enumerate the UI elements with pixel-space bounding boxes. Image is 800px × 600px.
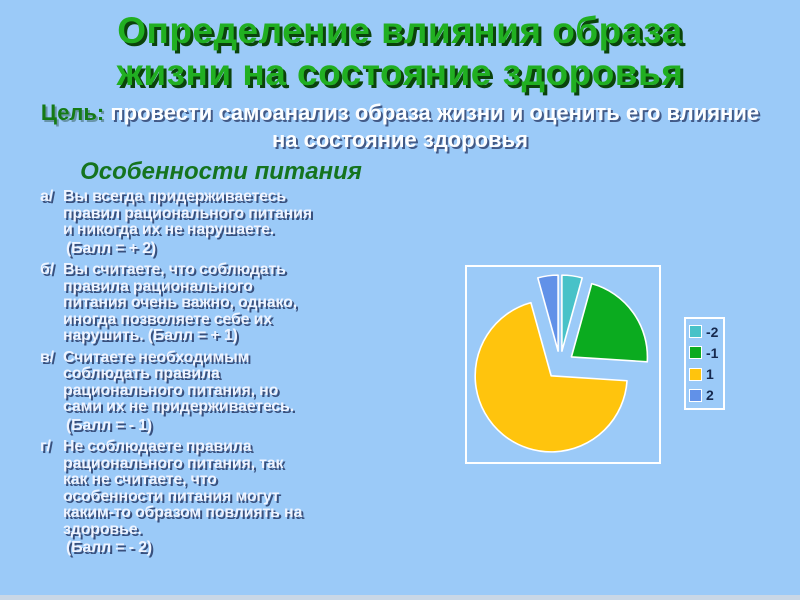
item-text: Не соблюдаете правила рационального пита… — [63, 438, 303, 538]
legend-item: 2 — [689, 388, 720, 402]
legend-swatch-1 — [689, 367, 702, 381]
pie-slice--2 — [561, 274, 583, 352]
slide-bottom-edge — [0, 595, 800, 600]
item-marker: в/ — [40, 348, 54, 366]
item-score: (Балл = + 2) — [66, 239, 156, 257]
item-marker: б/ — [40, 261, 54, 278]
survey-item-g: г/ Не соблюдаете правила рационального п… — [40, 438, 406, 557]
survey-item-a: а/ Вы всегда придерживаетесь правил раци… — [40, 188, 406, 257]
legend-label: 2 — [706, 387, 714, 404]
section-heading: Особенности питания — [80, 158, 362, 185]
item-marker: а/ — [40, 188, 53, 205]
pie-slice-2 — [537, 274, 559, 352]
pie-chart-svg — [474, 274, 649, 453]
legend-item: -2 — [689, 325, 720, 339]
legend-swatch-minus1 — [689, 346, 702, 360]
legend-label: -2 — [706, 323, 719, 340]
pie-slice-1 — [474, 301, 628, 453]
survey-item-b: б/ Вы считаете, что соблюдать правила ра… — [40, 261, 406, 345]
item-score: (Балл = - 2) — [66, 539, 152, 556]
item-text: Вы всегда придерживаетесь правил рациона… — [63, 188, 312, 238]
survey-options-list: а/ Вы всегда придерживаетесь правил раци… — [40, 188, 406, 562]
item-marker: г/ — [40, 438, 51, 455]
item-score: (Балл = - 1) — [66, 416, 152, 434]
goal-label: Цель: — [40, 100, 105, 125]
item-text: Считаете необходимым соблюдать правила р… — [63, 348, 294, 415]
legend-swatch-minus2 — [689, 325, 702, 339]
pie-slice--1 — [570, 282, 649, 363]
survey-item-v: в/ Считаете необходимым соблюдать правил… — [40, 348, 406, 435]
legend-label: 1 — [706, 366, 714, 383]
legend-item: -1 — [689, 346, 720, 360]
legend-swatch-2 — [689, 388, 702, 402]
goal-statement: Цель: провести самоанализ образа жизни и… — [20, 99, 780, 153]
legend-label: -1 — [706, 344, 719, 361]
chart-legend: -2 -1 1 2 — [684, 317, 725, 410]
item-text: Вы считаете, что соблюдать правила рацио… — [63, 261, 297, 344]
slide-title: Определение влияния образа жизни на сост… — [116, 10, 684, 93]
legend-item: 1 — [689, 367, 720, 381]
pie-chart-frame — [465, 265, 661, 464]
goal-text: провести самоанализ образа жизни и оцени… — [110, 100, 760, 152]
